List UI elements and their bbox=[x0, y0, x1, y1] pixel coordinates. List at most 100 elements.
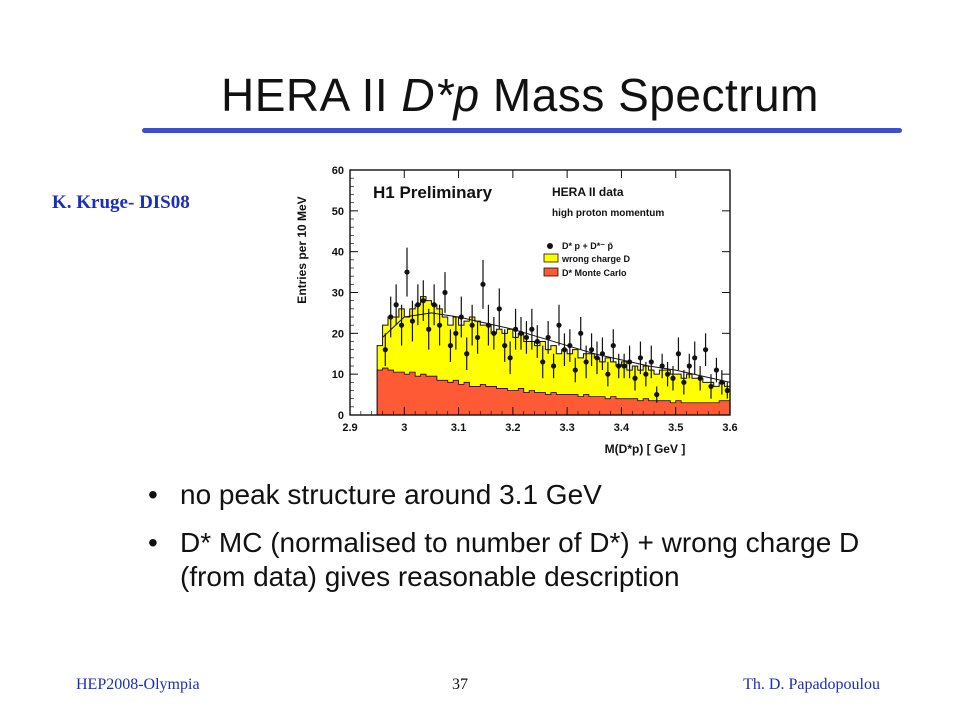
bullet-item: no peak structure around 3.1 GeV bbox=[148, 478, 928, 512]
data-point bbox=[496, 306, 502, 312]
mc-bin bbox=[686, 402, 693, 415]
data-point bbox=[675, 351, 682, 357]
bullet-item: D* MC (normalised to number of D*) + wro… bbox=[148, 526, 928, 594]
mc-bin bbox=[502, 388, 508, 415]
data-point bbox=[409, 318, 416, 324]
wrong-charge-bin bbox=[442, 317, 449, 415]
legend-subtitle: high proton momentum bbox=[552, 208, 664, 219]
legend-entry-wrong-charge: wrong charge D bbox=[561, 254, 631, 264]
wrong-charge-bin bbox=[404, 317, 411, 415]
wrong-charge-bin bbox=[594, 357, 601, 415]
mc-bin bbox=[556, 394, 563, 415]
slide-title: HERA II D*p Mass Spectrum bbox=[0, 68, 960, 122]
data-point bbox=[697, 375, 703, 381]
x-axis-label: M(D*p) [ GeV ] bbox=[605, 442, 686, 456]
data-point bbox=[545, 334, 551, 341]
wrong-charge-bin bbox=[567, 353, 573, 415]
data-point bbox=[426, 326, 432, 332]
mc-bin bbox=[458, 384, 465, 415]
mc-bin bbox=[643, 398, 649, 415]
data-point bbox=[431, 302, 437, 308]
data-point bbox=[567, 342, 573, 349]
mc-bin bbox=[469, 386, 476, 415]
data-point bbox=[610, 342, 616, 349]
wrong-charge-bin bbox=[398, 308, 405, 415]
footer-author: Th. D. Papadopoulou bbox=[743, 676, 880, 693]
mc-bin bbox=[605, 398, 611, 415]
data-point bbox=[583, 359, 589, 365]
wrong-charge-bin bbox=[702, 382, 709, 415]
x-tick-label: 3.6 bbox=[722, 422, 737, 434]
data-point bbox=[507, 355, 513, 361]
mc-bin bbox=[377, 370, 383, 415]
data-point bbox=[534, 338, 540, 345]
wrong-charge-bin bbox=[664, 370, 671, 415]
mc-bin bbox=[464, 382, 470, 415]
mc-bin bbox=[534, 392, 541, 415]
wrong-charge-bin bbox=[670, 374, 677, 415]
mc-bin bbox=[713, 402, 720, 415]
wrong-charge-bin bbox=[686, 374, 693, 415]
data-point bbox=[393, 302, 399, 308]
y-tick-label: 40 bbox=[332, 247, 344, 259]
data-point bbox=[388, 314, 394, 320]
y-tick-label: 20 bbox=[332, 328, 344, 340]
legend-entry-data: D* p + D*⁻ p̄ bbox=[562, 241, 614, 251]
data-point bbox=[415, 302, 421, 308]
wrong-charge-bin bbox=[545, 349, 552, 415]
data-point bbox=[469, 322, 475, 328]
data-point bbox=[713, 367, 720, 373]
mc-bin bbox=[540, 392, 546, 415]
mc-bin bbox=[474, 386, 481, 415]
footer-conference: HEP2008-Olympia bbox=[76, 676, 200, 693]
title-text-part2: D*p bbox=[401, 69, 480, 121]
data-point bbox=[616, 363, 622, 369]
data-point bbox=[512, 326, 519, 332]
y-axis-label: Entries per 10 MeV bbox=[295, 196, 309, 303]
mc-bin bbox=[447, 382, 454, 415]
author-credit: K. Kruge- DIS08 bbox=[52, 192, 190, 213]
mc-bin bbox=[697, 402, 704, 415]
data-point bbox=[453, 330, 459, 336]
wrong-charge-bin bbox=[436, 308, 443, 415]
wrong-charge-bin bbox=[637, 370, 644, 415]
mc-bin bbox=[480, 384, 487, 415]
mc-bin bbox=[594, 396, 601, 415]
mc-bin bbox=[578, 396, 584, 415]
title-underline bbox=[142, 128, 902, 133]
wrong-charge-bin bbox=[491, 333, 497, 415]
mc-bin bbox=[550, 392, 557, 415]
data-point bbox=[621, 363, 627, 369]
mc-bin bbox=[398, 372, 405, 415]
x-tick-label: 2.9 bbox=[342, 422, 357, 434]
x-tick-label: 3.3 bbox=[559, 422, 574, 434]
x-tick-label: 3.4 bbox=[614, 422, 630, 434]
wrong-charge-bin bbox=[518, 333, 525, 415]
mc-bin bbox=[610, 396, 617, 415]
data-point bbox=[572, 367, 578, 373]
data-point bbox=[692, 355, 698, 361]
data-point bbox=[702, 347, 709, 353]
wrong-charge-bin bbox=[719, 382, 725, 415]
legend-title: HERA II data bbox=[552, 185, 624, 199]
wrong-charge-bin bbox=[496, 329, 503, 415]
data-point bbox=[485, 322, 492, 328]
mc-bin bbox=[664, 400, 671, 415]
title-text-part3: Mass Spectrum bbox=[479, 69, 819, 121]
y-tick-label: 60 bbox=[332, 165, 344, 177]
mc-bin bbox=[675, 400, 682, 415]
mc-bin bbox=[382, 368, 389, 415]
data-point bbox=[708, 383, 714, 390]
title-text-part1: HERA II bbox=[221, 69, 402, 121]
data-point bbox=[436, 322, 443, 328]
wrong-charge-bin bbox=[621, 361, 628, 415]
data-point bbox=[626, 359, 633, 365]
data-point bbox=[491, 330, 497, 336]
panel-label: H1 Preliminary bbox=[373, 183, 493, 202]
data-point bbox=[474, 334, 481, 341]
mc-bin bbox=[512, 390, 519, 415]
axis-layer: 0 10 20 30 40 50 60 2.9 3 3.1 3.2 3.3 3.4 3.5 3.6 bbox=[332, 165, 738, 434]
data-point bbox=[404, 269, 410, 275]
data-point bbox=[686, 363, 692, 369]
data-point bbox=[502, 342, 508, 349]
